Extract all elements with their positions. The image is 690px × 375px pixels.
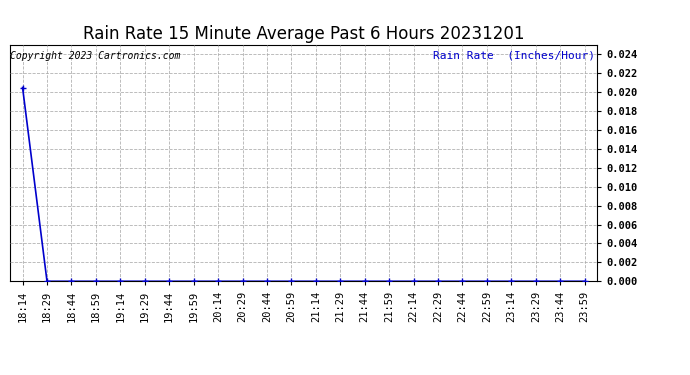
Text: Rain Rate  (Inches/Hour): Rain Rate (Inches/Hour) bbox=[433, 51, 595, 61]
Title: Rain Rate 15 Minute Average Past 6 Hours 20231201: Rain Rate 15 Minute Average Past 6 Hours… bbox=[83, 26, 524, 44]
Text: Copyright 2023 Cartronics.com: Copyright 2023 Cartronics.com bbox=[10, 51, 181, 61]
